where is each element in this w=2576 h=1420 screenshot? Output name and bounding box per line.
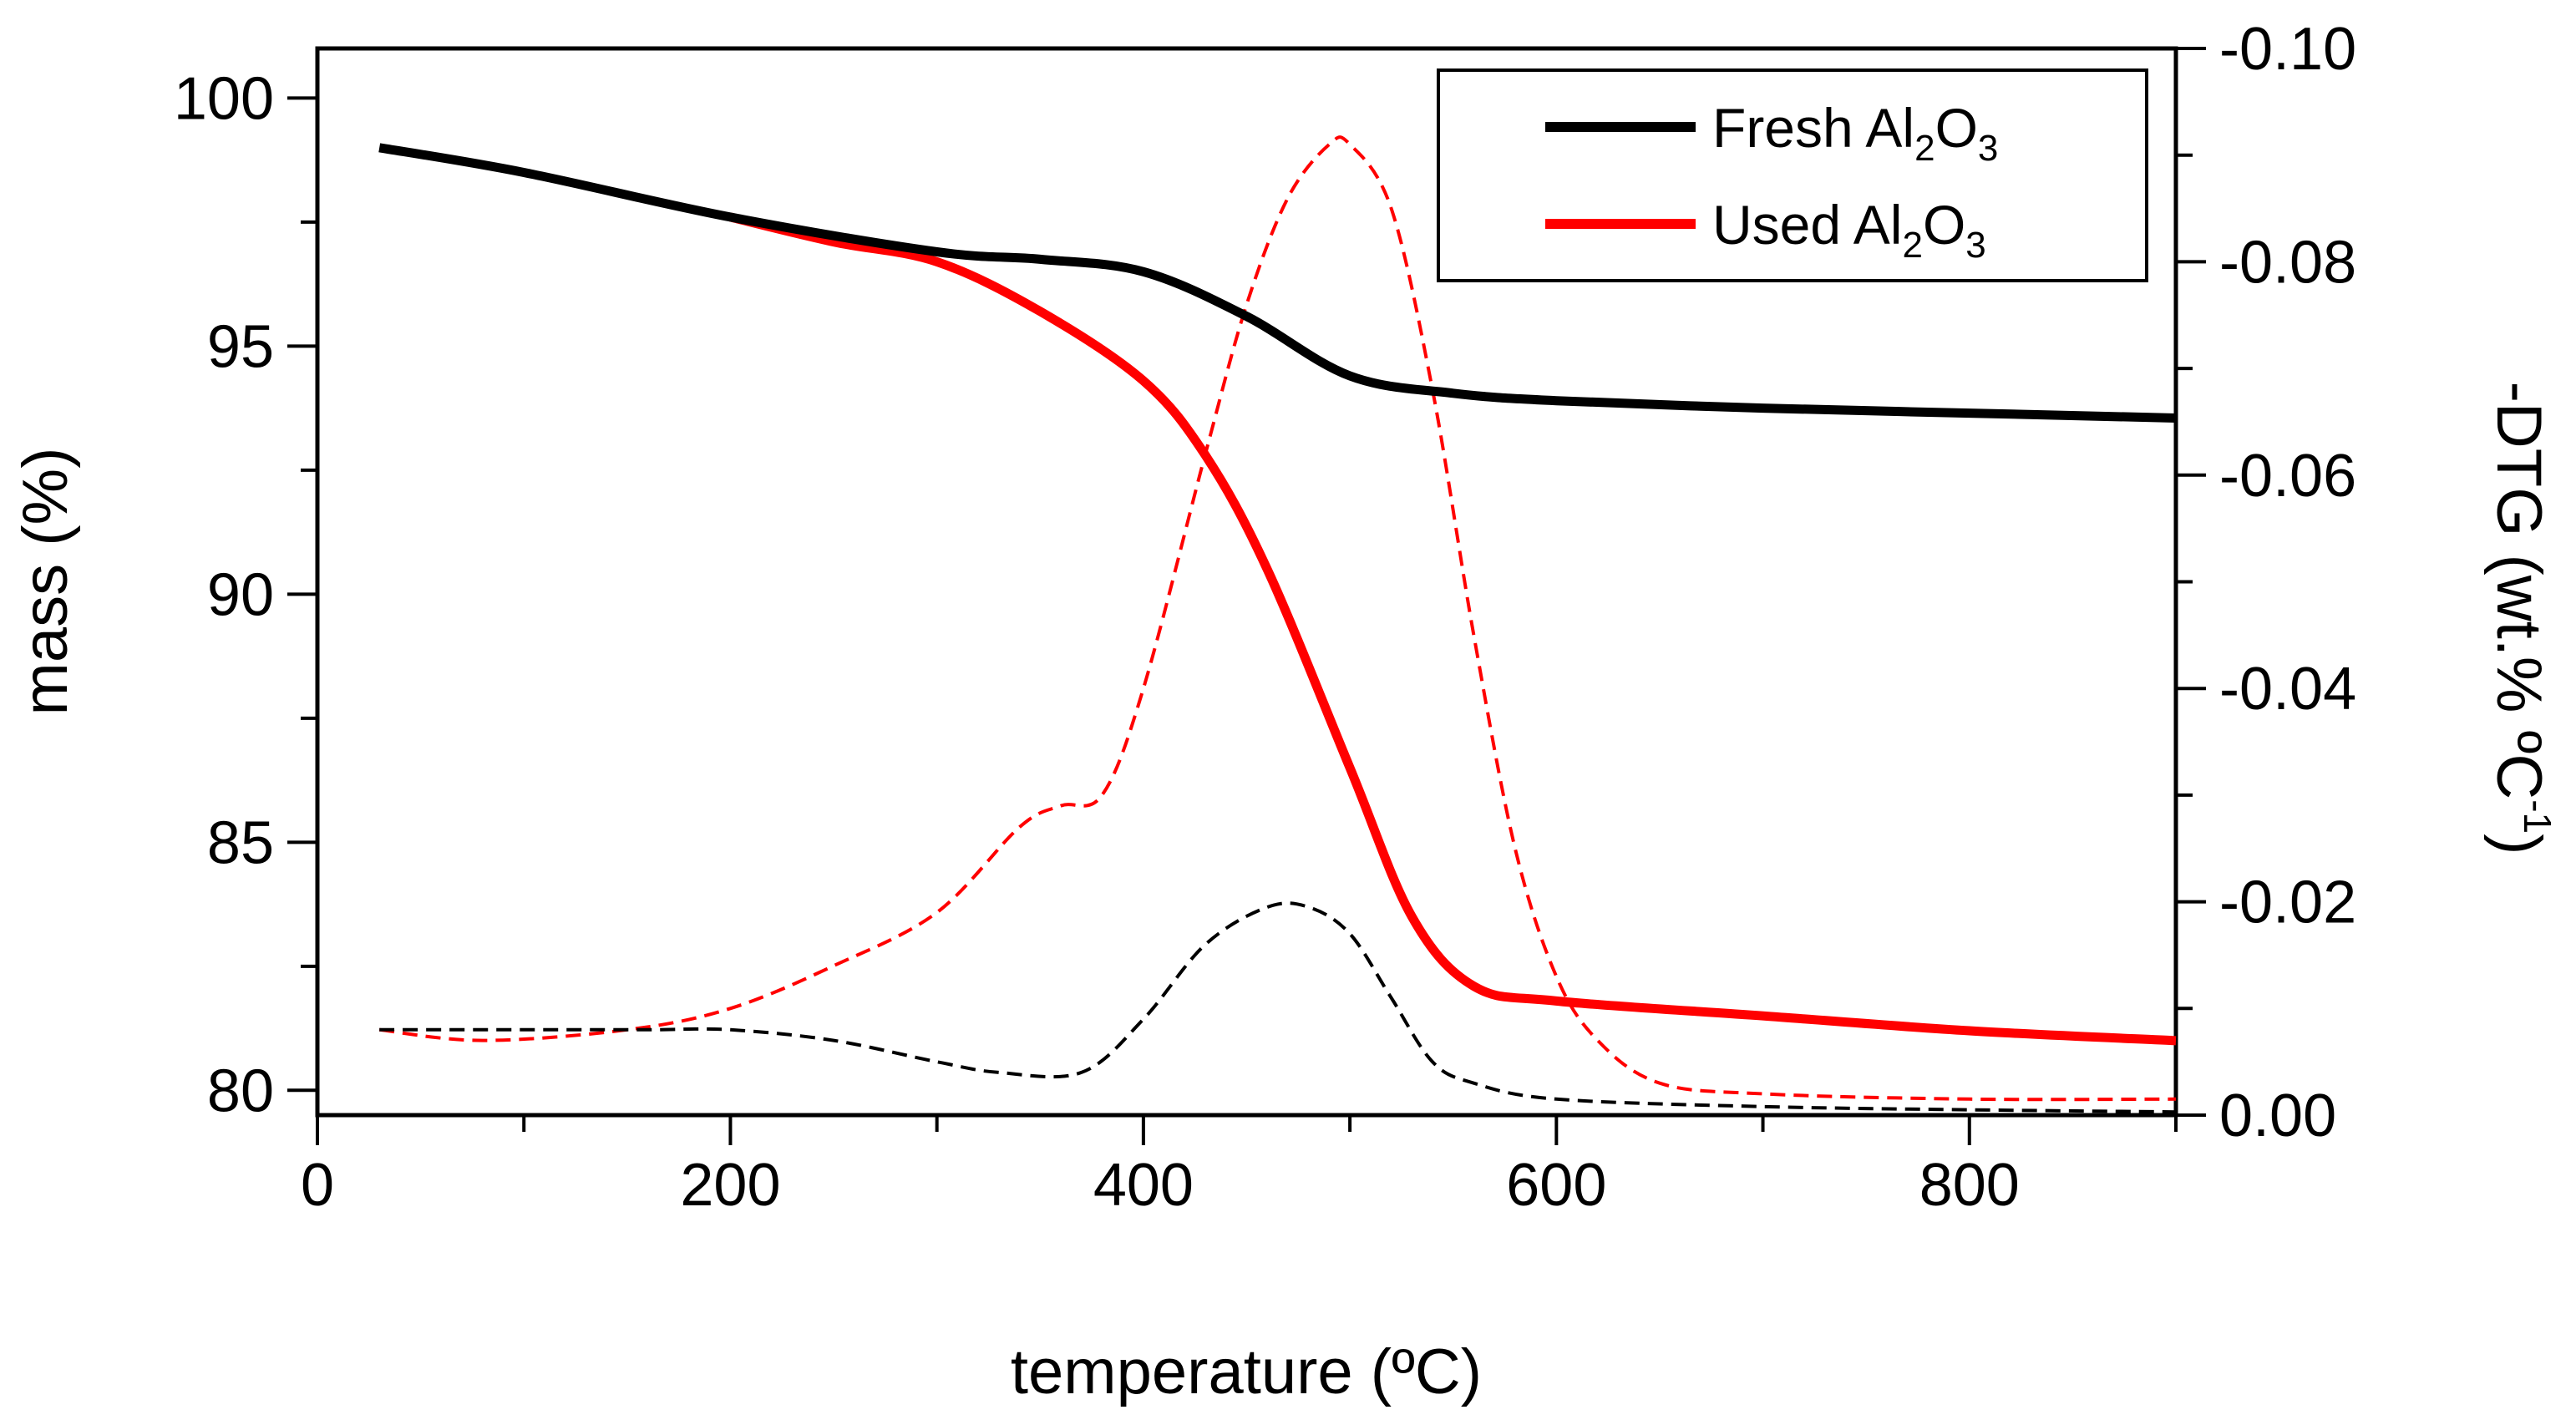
series-layer bbox=[378, 135, 2177, 1114]
svg-text:-DTG (wt.% ºC-1): -DTG (wt.% ºC-1) bbox=[2483, 382, 2559, 855]
y2-tick-label: -0.06 bbox=[2219, 443, 2356, 510]
y2-tick-label: -0.02 bbox=[2219, 870, 2356, 936]
y2-axis-title-close: ) bbox=[2483, 834, 2554, 855]
y-tick-label: 90 bbox=[207, 561, 274, 628]
series-fresh-al2o3-dtg bbox=[379, 901, 2177, 1114]
legend-box bbox=[1437, 68, 2148, 282]
y2-axis-title: -DTG (wt.% ºC-1) bbox=[2483, 382, 2559, 855]
series-fresh-al2o3-mass bbox=[378, 143, 2177, 423]
x-tick-label: 600 bbox=[1506, 1152, 1606, 1219]
y2-tick-label: -0.10 bbox=[2219, 16, 2356, 83]
y2-tick-label: 0.00 bbox=[2219, 1083, 2336, 1149]
x-tick-label: 200 bbox=[680, 1152, 780, 1219]
x-tick-label: 400 bbox=[1093, 1152, 1194, 1219]
x-axis-title: temperature (ºC) bbox=[1011, 1336, 1482, 1407]
x-tick-label: 800 bbox=[1919, 1152, 2020, 1219]
legend-label-used: Used Al2O3 bbox=[1712, 194, 1986, 266]
y2-axis-title-main: -DTG (wt.% ºC bbox=[2483, 382, 2554, 800]
y-tick-label: 80 bbox=[207, 1057, 274, 1124]
tick-labels: 0 200 400 600 800 80 85 90 95 100 0.00 -0.02 -0.04 -0… bbox=[174, 16, 2356, 1219]
y2-tick-label: -0.08 bbox=[2219, 229, 2356, 296]
y-tick-label: 100 bbox=[174, 65, 274, 132]
y-axis-title: mass (%) bbox=[10, 448, 81, 716]
x-tick-label: 0 bbox=[301, 1152, 334, 1219]
series-used-al2o3-mass bbox=[729, 212, 2177, 1046]
legend: Fresh Al2O3 Used Al2O3 bbox=[1437, 68, 2148, 282]
legend-label-fresh: Fresh Al2O3 bbox=[1712, 97, 1998, 169]
axis-ticks bbox=[287, 47, 2206, 1145]
y-tick-label: 95 bbox=[207, 313, 274, 380]
y2-tick-label: -0.04 bbox=[2219, 656, 2356, 723]
y2-axis-title-sup: -1 bbox=[2516, 799, 2559, 834]
y-tick-label: 85 bbox=[207, 809, 274, 876]
